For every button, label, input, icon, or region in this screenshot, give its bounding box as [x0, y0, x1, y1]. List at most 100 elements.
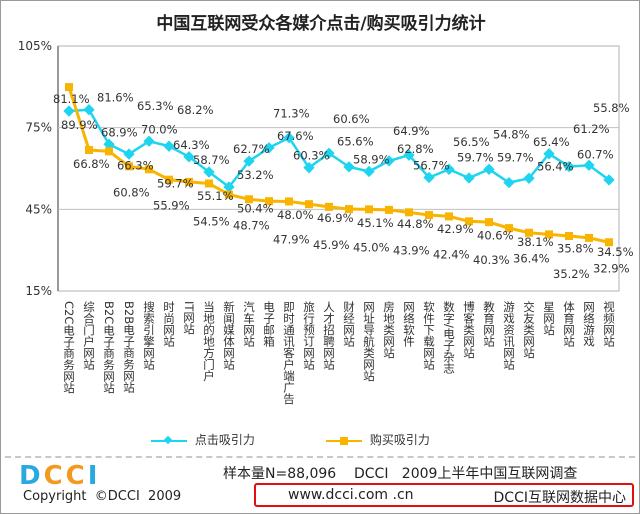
- buy-point: [65, 83, 73, 92]
- legend-buy-label: 购买吸引力: [369, 433, 430, 447]
- click-point: [343, 161, 355, 173]
- click-data-label: 62.7%: [233, 142, 270, 156]
- buy-point: [145, 165, 153, 174]
- buy-data-label: 50.4%: [237, 202, 274, 216]
- category-label: B2C电子商务网站: [102, 301, 116, 394]
- buy-data-label: 44.8%: [397, 217, 434, 231]
- buy-data-label: 47.9%: [273, 232, 310, 246]
- category-label: 新闻媒体网站: [222, 301, 236, 370]
- click-point: [423, 171, 435, 184]
- buy-data-label: 66.8%: [73, 157, 110, 171]
- click-data-label: 67.6%: [277, 129, 314, 143]
- buy-point: [565, 232, 573, 241]
- click-data-label: 56.5%: [453, 135, 490, 149]
- click-data-label: 60.7%: [577, 148, 614, 162]
- buy-data-label: 66.3%: [117, 158, 154, 172]
- buy-point: [365, 205, 373, 214]
- click-data-label: 71.3%: [273, 107, 310, 121]
- buy-point: [545, 230, 553, 239]
- buy-point: [125, 162, 133, 171]
- chart-title: 中国互联网受众各媒介点击/购买吸引力统计: [156, 14, 486, 34]
- category-label: 汽车网站: [242, 301, 256, 347]
- category-label: 搜索引擎网站: [142, 301, 156, 370]
- buy-data-label: 40.3%: [473, 253, 510, 267]
- category-label: 财经网站: [342, 301, 356, 347]
- website-url[interactable]: www.dcci.com .cn: [288, 487, 414, 503]
- category-label: 网址导航类网站: [362, 301, 376, 382]
- click-data-label: 81.1%: [53, 92, 90, 106]
- category-label: 数字/电子杂志: [442, 301, 456, 374]
- click-point: [603, 174, 615, 186]
- buy-point: [465, 217, 473, 226]
- square-line-icon: [326, 436, 362, 445]
- buy-point: [225, 190, 233, 199]
- buy-data-label: 42.9%: [437, 222, 474, 236]
- buy-data-label: 46.9%: [317, 211, 354, 225]
- click-point: [363, 165, 375, 178]
- click-point: [323, 147, 335, 159]
- buy-point: [525, 228, 533, 237]
- buy-data-label: 45.9%: [313, 238, 350, 252]
- click-data-label: 59.7%: [457, 150, 494, 164]
- diamond-line-icon: [151, 435, 187, 444]
- buy-data-label: 42.4%: [433, 247, 470, 261]
- buy-point: [345, 205, 353, 214]
- buy-point: [605, 238, 613, 247]
- buy-data-label: 48.7%: [233, 218, 270, 232]
- buy-data-label: 45.0%: [353, 240, 390, 254]
- click-point: [583, 159, 595, 171]
- click-data-label: 59.7%: [497, 150, 534, 164]
- category-label: 软件下载网站: [422, 301, 436, 370]
- buy-data-label: 35.8%: [557, 241, 594, 255]
- category-label: IT网站: [182, 301, 196, 335]
- buy-point: [165, 175, 173, 184]
- series-line-0: [68, 108, 610, 189]
- click-point: [143, 135, 155, 147]
- click-point: [443, 163, 455, 175]
- click-data-label: 65.3%: [137, 99, 174, 113]
- click-data-label: 58.7%: [193, 153, 230, 167]
- category-label: 房地类网站: [382, 301, 396, 359]
- buy-point: [305, 200, 313, 209]
- category-label: 博客类网站: [462, 301, 476, 359]
- buy-data-label: 48.0%: [277, 208, 314, 222]
- buy-point: [245, 195, 253, 204]
- click-point: [523, 172, 535, 184]
- click-data-label: 61.2%: [573, 122, 610, 136]
- buy-point: [325, 202, 333, 211]
- click-data-label: 60.3%: [293, 149, 330, 163]
- click-data-label: 68.2%: [177, 103, 214, 117]
- buy-point: [265, 197, 273, 206]
- buy-point: [445, 212, 453, 221]
- buy-data-label: 36.4%: [513, 252, 550, 266]
- buy-point: [385, 205, 393, 214]
- category-label: 体育网站: [562, 301, 576, 347]
- click-data-label: 56.4%: [537, 159, 574, 173]
- category-label: 星网站: [542, 301, 556, 336]
- click-data-label: 55.8%: [593, 101, 630, 115]
- y-tick-label: 15%: [25, 284, 52, 298]
- click-point: [243, 155, 255, 167]
- click-point: [203, 166, 215, 178]
- y-tick-label: 105%: [18, 39, 52, 53]
- legend-click-label: 点击吸引力: [194, 433, 255, 447]
- click-data-label: 68.9%: [101, 125, 138, 139]
- y-tick-label: 45%: [25, 202, 52, 216]
- legend-click: 点击吸引力: [151, 431, 255, 448]
- data-center-name: DCCI互联网数据中心: [493, 490, 626, 506]
- buy-point: [485, 218, 493, 227]
- buy-point: [405, 208, 413, 217]
- click-point: [503, 176, 515, 189]
- click-data-label: 70.0%: [141, 122, 178, 136]
- click-point: [263, 142, 275, 154]
- buy-data-label: 55.9%: [153, 199, 190, 213]
- y-tick-label: 75%: [25, 121, 52, 135]
- click-data-label: 62.8%: [397, 142, 434, 156]
- click-point: [543, 148, 555, 160]
- copyright: Copyright ©DCCI 2009: [23, 489, 182, 504]
- click-data-label: 56.7%: [413, 158, 450, 172]
- category-label: 时尚网站: [162, 301, 176, 347]
- buy-point: [585, 233, 593, 242]
- click-point: [163, 140, 175, 152]
